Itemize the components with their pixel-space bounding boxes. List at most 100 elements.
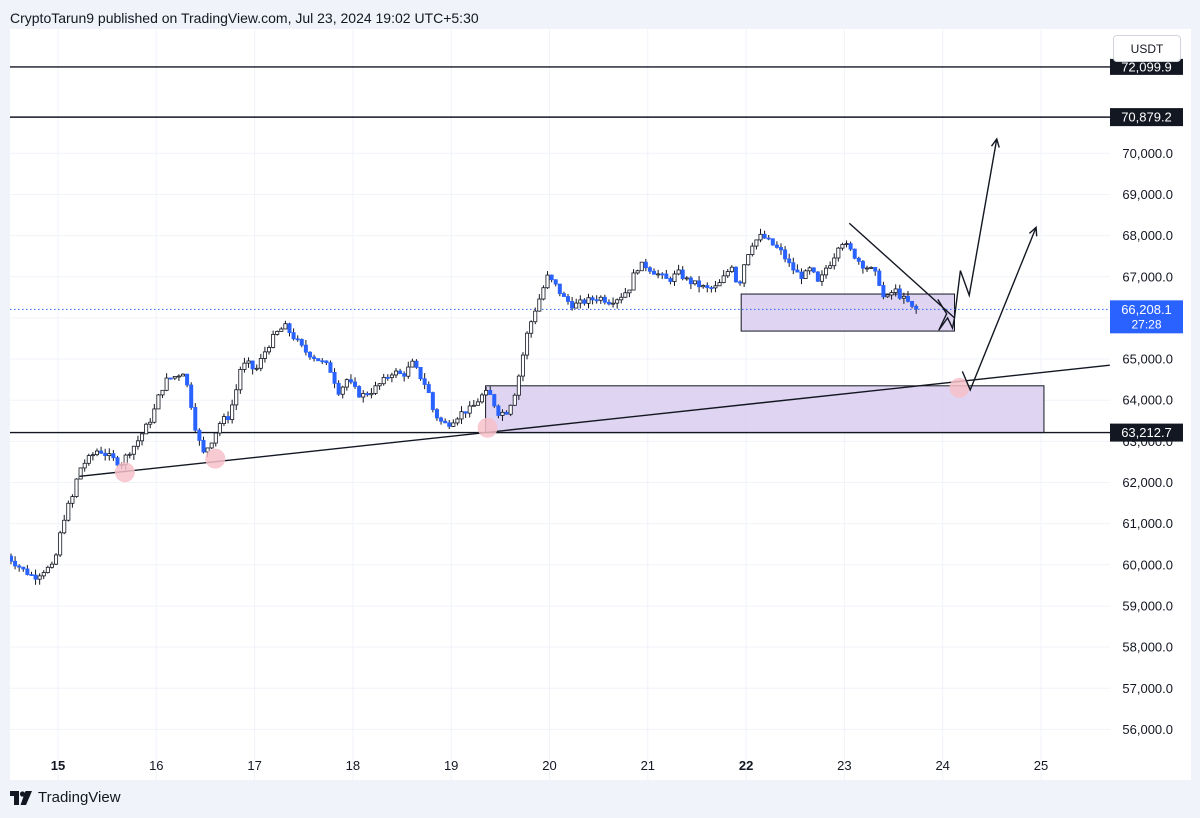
level-badge-top-text: 72,099.9 [1121, 59, 1172, 74]
candle-body [508, 404, 513, 415]
candle-body [209, 442, 214, 449]
candle-body [475, 401, 480, 406]
candle [197, 428, 202, 446]
candle-body [623, 292, 628, 298]
candle [787, 253, 792, 267]
candle [262, 346, 267, 363]
price-tick-label: 70,000.0 [1122, 146, 1173, 161]
candle-body [492, 394, 497, 407]
candle [181, 373, 186, 377]
candle [246, 357, 251, 368]
candle-body [226, 416, 231, 420]
candle [213, 432, 218, 447]
candle-body [406, 366, 411, 377]
candle-body [418, 366, 423, 380]
candle-body [152, 408, 157, 423]
candle [746, 254, 751, 266]
candle-body [684, 277, 689, 280]
candle-body [873, 267, 878, 272]
level-badge-support: 63,212.7 [1110, 423, 1183, 442]
candle [803, 269, 808, 279]
candle-body [615, 299, 620, 304]
candle-body [254, 367, 259, 370]
candle-body [62, 519, 67, 534]
candle [901, 292, 906, 304]
candle [733, 266, 738, 283]
candle-body [111, 453, 116, 459]
candle [729, 265, 734, 273]
candle [606, 299, 611, 306]
price-chart[interactable]: 56,000.0 57,000.0 58,000.0 59,000.0 60,000.0… [10, 29, 1191, 780]
candle [676, 264, 681, 276]
candle-body [58, 532, 63, 556]
candle-body [488, 389, 493, 395]
candle [566, 293, 571, 305]
candle-body [877, 270, 882, 286]
candle-body [557, 283, 562, 295]
candle [340, 385, 345, 399]
candle [45, 565, 50, 574]
candle-body [115, 457, 120, 466]
candle-body [148, 421, 153, 425]
candle [869, 266, 874, 269]
candle [815, 271, 820, 282]
candle-body [742, 264, 747, 284]
candle [258, 353, 263, 372]
candle-body [692, 280, 697, 285]
candle-body [844, 243, 849, 245]
candle-body [856, 257, 861, 262]
candle [221, 413, 226, 427]
candle-body [361, 393, 366, 398]
plot-layer [10, 66, 1110, 585]
candle [709, 285, 714, 293]
candle [811, 267, 816, 274]
candles [10, 228, 919, 585]
candle [910, 300, 915, 309]
price-axis: 56,000.0 57,000.0 58,000.0 59,000.0 60,000.0… [1122, 146, 1173, 737]
candle [418, 366, 423, 381]
candle-body [291, 332, 296, 340]
candle-body [525, 332, 530, 356]
candle [615, 298, 620, 309]
candle [721, 270, 726, 284]
candle [426, 381, 431, 393]
currency-selector-button[interactable]: USDT [1113, 35, 1181, 62]
candle-body [770, 238, 775, 246]
candle-body [471, 404, 476, 407]
candle [365, 391, 370, 397]
candle [267, 345, 272, 355]
candle-body [402, 373, 407, 377]
candle-body [766, 237, 771, 240]
chart-frame[interactable]: 56,000.0 57,000.0 58,000.0 59,000.0 60,000.0… [10, 29, 1191, 780]
candle-body [635, 270, 640, 274]
candle [37, 573, 42, 585]
candle-body [246, 360, 251, 364]
candle-body [221, 416, 226, 424]
candle-body [881, 285, 886, 298]
candle [348, 374, 353, 385]
candle-body [54, 554, 59, 565]
candle-body [500, 411, 505, 416]
candle [320, 358, 325, 365]
candle [217, 421, 222, 437]
candle [336, 380, 341, 396]
candle [467, 401, 472, 418]
candle [824, 265, 829, 279]
candle-body [688, 277, 693, 285]
candle-body [17, 565, 22, 568]
candle [848, 241, 853, 251]
candle [664, 269, 669, 279]
candle-body [275, 331, 280, 335]
candle-body [901, 295, 906, 299]
candle-body [512, 394, 517, 406]
candle-body [234, 389, 239, 406]
candle-body [496, 405, 501, 416]
candle-body [439, 417, 444, 422]
candle-body [631, 272, 636, 291]
candle [144, 422, 149, 435]
candle [713, 280, 718, 293]
candle-body [135, 440, 140, 447]
touch-marker [949, 377, 970, 398]
candle [172, 376, 177, 381]
candle-body [373, 385, 378, 394]
